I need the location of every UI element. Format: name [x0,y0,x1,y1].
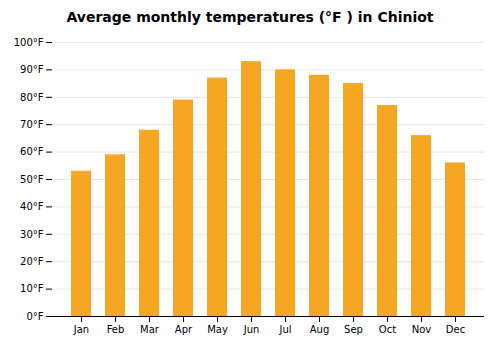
svg-text:90°F: 90°F [20,64,44,75]
svg-text:Jun: Jun [243,324,260,335]
svg-text:30°F: 30°F [20,229,44,240]
svg-text:100°F: 100°F [14,37,44,48]
svg-text:May: May [207,324,228,335]
svg-text:50°F: 50°F [20,174,44,185]
svg-text:60°F: 60°F [20,146,44,157]
svg-text:Nov: Nov [412,324,432,335]
svg-text:20°F: 20°F [20,256,44,267]
svg-text:80°F: 80°F [20,92,44,103]
svg-text:Feb: Feb [107,324,125,335]
svg-text:Mar: Mar [140,324,160,335]
svg-text:Aug: Aug [310,324,330,335]
html-text:Average monthly temperatures (: Average monthly temperatures (°F ) in Ch… [66,9,434,25]
svg-text:Oct: Oct [379,324,396,335]
svg-text:Apr: Apr [175,324,193,335]
svg-text:Sep: Sep [344,324,363,335]
svg-text:Dec: Dec [446,324,465,335]
svg-text:0°F: 0°F [26,311,43,322]
svg-text:70°F: 70°F [20,119,44,130]
svg-text:40°F: 40°F [20,201,44,212]
svg-text:Jan: Jan [73,324,89,335]
svg-text:Jul: Jul [278,324,291,335]
svg-text:10°F: 10°F [20,283,44,294]
